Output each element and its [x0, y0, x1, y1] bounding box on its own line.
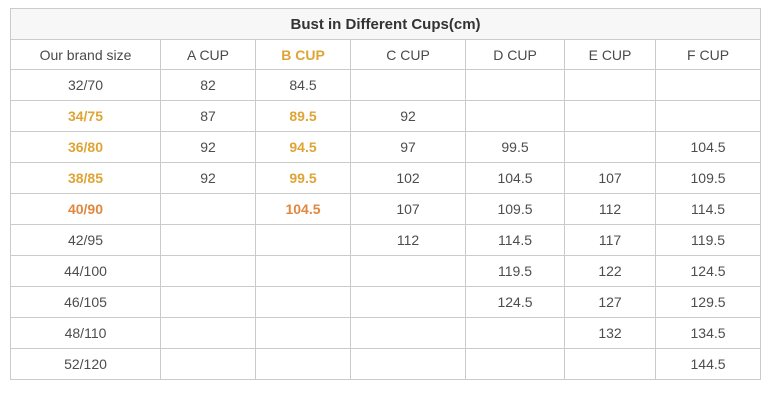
- table-row-34-75: 34/75 87 89.5 92: [10, 100, 762, 132]
- column-header-d-cup: D CUP: [465, 39, 565, 70]
- value-cell-b: 89.5: [255, 100, 351, 132]
- table-title: Bust in Different Cups(cm): [9, 8, 762, 40]
- value-cell-f: [654, 69, 762, 101]
- value-cell-f: 119.5: [654, 224, 762, 256]
- value-cell-a: 92: [160, 162, 256, 194]
- column-header-a-cup: A CUP: [160, 39, 256, 70]
- table-header-row: Our brand size A CUP B CUP C CUP D CUP E…: [10, 39, 762, 70]
- value-cell-c: 92: [350, 100, 466, 132]
- value-cell-e: 107: [564, 162, 656, 194]
- value-cell-b: 104.5: [255, 193, 351, 225]
- size-cell: 38/85: [10, 162, 161, 194]
- value-cell-c: 97: [350, 131, 466, 163]
- value-cell-e: 132: [564, 317, 656, 349]
- column-header-c-cup: C CUP: [350, 39, 466, 70]
- value-cell-a: 87: [160, 100, 256, 132]
- value-cell-f: 104.5: [654, 131, 762, 163]
- value-cell-d: 109.5: [465, 193, 565, 225]
- size-cell: 52/120: [10, 348, 161, 380]
- value-cell-a: [160, 224, 256, 256]
- table-row-44-100: 44/100 119.5 122 124.5: [10, 255, 762, 287]
- value-cell-b: [255, 317, 351, 349]
- value-cell-c: [350, 348, 466, 380]
- bust-size-table: Bust in Different Cups(cm) Our brand siz…: [9, 8, 762, 380]
- value-cell-c: 107: [350, 193, 466, 225]
- value-cell-a: [160, 348, 256, 380]
- size-cell: 34/75: [10, 100, 161, 132]
- value-cell-f: [654, 100, 762, 132]
- size-cell: 40/90: [10, 193, 161, 225]
- value-cell-a: [160, 255, 256, 287]
- value-cell-e: [564, 69, 656, 101]
- table-row-36-80: 36/80 92 94.5 97 99.5 104.5: [10, 131, 762, 163]
- value-cell-b: 84.5: [255, 69, 351, 101]
- value-cell-a: [160, 193, 256, 225]
- table-row-40-90: 40/90 104.5 107 109.5 112 114.5: [10, 193, 762, 225]
- value-cell-d: 104.5: [465, 162, 565, 194]
- value-cell-f: 124.5: [654, 255, 762, 287]
- value-cell-b: [255, 224, 351, 256]
- size-cell: 46/105: [10, 286, 161, 318]
- value-cell-c: [350, 255, 466, 287]
- value-cell-b: [255, 348, 351, 380]
- value-cell-f: 114.5: [654, 193, 762, 225]
- value-cell-f: 109.5: [654, 162, 762, 194]
- table-row-42-95: 42/95 112 114.5 117 119.5: [10, 224, 762, 256]
- size-cell: 36/80: [10, 131, 161, 163]
- value-cell-a: [160, 286, 256, 318]
- value-cell-d: [465, 100, 565, 132]
- size-cell: 42/95: [10, 224, 161, 256]
- value-cell-e: 117: [564, 224, 656, 256]
- value-cell-e: [564, 131, 656, 163]
- value-cell-d: 99.5: [465, 131, 565, 163]
- size-cell: 32/70: [10, 69, 161, 101]
- value-cell-b: 94.5: [255, 131, 351, 163]
- table-row-32-70: 32/70 82 84.5: [10, 69, 762, 101]
- table-row-46-105: 46/105 124.5 127 129.5: [10, 286, 762, 318]
- value-cell-f: 144.5: [654, 348, 762, 380]
- value-cell-e: [564, 348, 656, 380]
- value-cell-c: 112: [350, 224, 466, 256]
- value-cell-e: [564, 100, 656, 132]
- size-cell: 48/110: [10, 317, 161, 349]
- value-cell-c: [350, 69, 466, 101]
- value-cell-e: 122: [564, 255, 656, 287]
- value-cell-a: 82: [160, 69, 256, 101]
- value-cell-f: 129.5: [654, 286, 762, 318]
- value-cell-c: [350, 317, 466, 349]
- value-cell-a: 92: [160, 131, 256, 163]
- value-cell-b: [255, 286, 351, 318]
- value-cell-e: 112: [564, 193, 656, 225]
- value-cell-d: 124.5: [465, 286, 565, 318]
- size-cell: 44/100: [10, 255, 161, 287]
- column-header-brand-size: Our brand size: [10, 39, 161, 70]
- table-row-52-120: 52/120 144.5: [10, 348, 762, 380]
- value-cell-d: [465, 348, 565, 380]
- table-title-row: Bust in Different Cups(cm): [9, 8, 762, 40]
- value-cell-d: [465, 317, 565, 349]
- value-cell-d: 114.5: [465, 224, 565, 256]
- table-row-38-85: 38/85 92 99.5 102 104.5 107 109.5: [10, 162, 762, 194]
- table-row-48-110: 48/110 132 134.5: [10, 317, 762, 349]
- value-cell-e: 127: [564, 286, 656, 318]
- column-header-b-cup: B CUP: [255, 39, 351, 70]
- value-cell-a: [160, 317, 256, 349]
- column-header-e-cup: E CUP: [564, 39, 656, 70]
- value-cell-c: 102: [350, 162, 466, 194]
- value-cell-f: 134.5: [654, 317, 762, 349]
- value-cell-d: [465, 69, 565, 101]
- value-cell-d: 119.5: [465, 255, 565, 287]
- column-header-f-cup: F CUP: [654, 39, 762, 70]
- value-cell-b: 99.5: [255, 162, 351, 194]
- value-cell-b: [255, 255, 351, 287]
- value-cell-c: [350, 286, 466, 318]
